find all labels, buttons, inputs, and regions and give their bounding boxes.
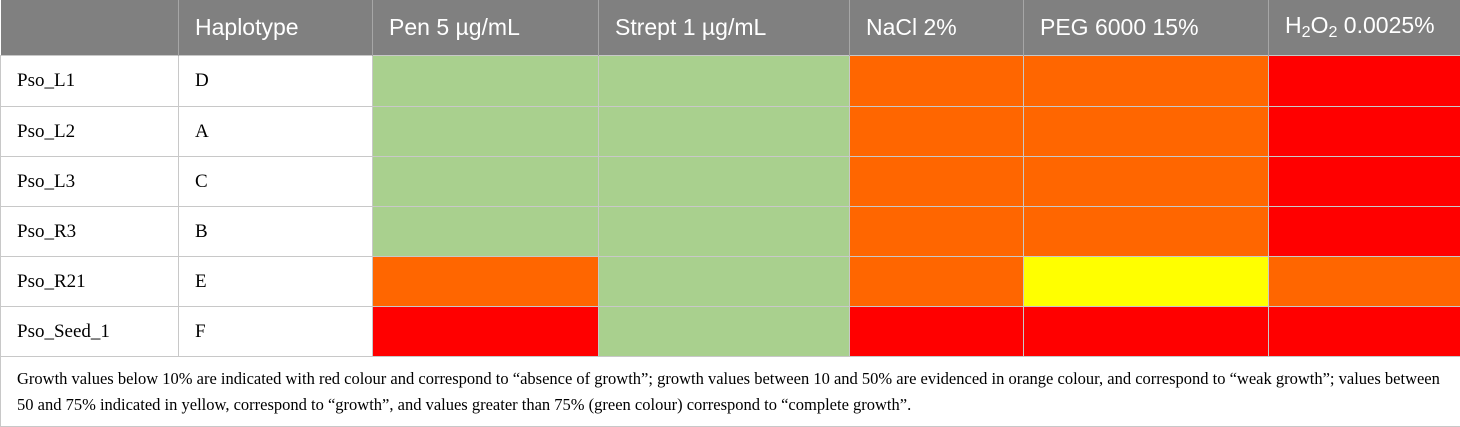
h2o2-o: O xyxy=(1311,12,1329,38)
strain-cell: Pso_R3 xyxy=(1,207,179,257)
peg-result-cell xyxy=(1024,157,1269,207)
haplotype-cell: A xyxy=(179,107,373,157)
nacl-result-cell xyxy=(850,107,1024,157)
peg-result-cell xyxy=(1024,56,1269,107)
pen-result-cell xyxy=(373,307,599,357)
table-row: Pso_L1 D xyxy=(1,56,1460,107)
h2o2-concentration: 0.0025% xyxy=(1337,12,1434,38)
nacl-result-cell xyxy=(850,157,1024,207)
nacl-result-cell xyxy=(850,56,1024,107)
strain-cell: Pso_L1 xyxy=(1,56,179,107)
haplotype-cell: D xyxy=(179,56,373,107)
strain-cell: Pso_L2 xyxy=(1,107,179,157)
header-haplotype: Haplotype xyxy=(179,0,373,56)
header-nacl: NaCl 2% xyxy=(850,0,1024,56)
header-pen: Pen 5 µg/mL xyxy=(373,0,599,56)
strept-result-cell xyxy=(599,56,850,107)
peg-result-cell xyxy=(1024,257,1269,307)
h2o2-result-cell xyxy=(1269,207,1460,257)
h2o2-result-cell xyxy=(1269,56,1460,107)
header-strept: Strept 1 µg/mL xyxy=(599,0,850,56)
header-h2o2: H2O2 0.0025% xyxy=(1269,0,1460,56)
strept-result-cell xyxy=(599,307,850,357)
h2o2-h: H xyxy=(1285,12,1302,38)
h2o2-sub-1: 2 xyxy=(1302,24,1311,42)
h2o2-result-cell xyxy=(1269,157,1460,207)
table-row: Pso_L2 A xyxy=(1,107,1460,157)
header-strain xyxy=(1,0,179,56)
peg-result-cell xyxy=(1024,107,1269,157)
nacl-result-cell xyxy=(850,307,1024,357)
strept-result-cell xyxy=(599,207,850,257)
table-row: Pso_Seed_1 F xyxy=(1,307,1460,357)
table-row: Pso_R3 B xyxy=(1,207,1460,257)
pen-result-cell xyxy=(373,157,599,207)
strept-result-cell xyxy=(599,157,850,207)
strain-cell: Pso_L3 xyxy=(1,157,179,207)
strain-cell: Pso_R21 xyxy=(1,257,179,307)
pen-result-cell xyxy=(373,56,599,107)
haplotype-cell: B xyxy=(179,207,373,257)
nacl-result-cell xyxy=(850,207,1024,257)
pen-result-cell xyxy=(373,107,599,157)
h2o2-result-cell xyxy=(1269,107,1460,157)
header-row: Haplotype Pen 5 µg/mL Strept 1 µg/mL NaC… xyxy=(1,0,1460,56)
peg-result-cell xyxy=(1024,307,1269,357)
footnote-row: Growth values below 10% are indicated wi… xyxy=(1,357,1460,427)
nacl-result-cell xyxy=(850,257,1024,307)
haplotype-cell: C xyxy=(179,157,373,207)
table-footnote: Growth values below 10% are indicated wi… xyxy=(1,357,1460,427)
h2o2-result-cell xyxy=(1269,257,1460,307)
table-row: Pso_R21 E xyxy=(1,257,1460,307)
haplotype-cell: E xyxy=(179,257,373,307)
strept-result-cell xyxy=(599,257,850,307)
pen-result-cell xyxy=(373,207,599,257)
h2o2-result-cell xyxy=(1269,307,1460,357)
table-row: Pso_L3 C xyxy=(1,157,1460,207)
peg-result-cell xyxy=(1024,207,1269,257)
haplotype-cell: F xyxy=(179,307,373,357)
header-peg: PEG 6000 15% xyxy=(1024,0,1269,56)
strept-result-cell xyxy=(599,107,850,157)
strain-cell: Pso_Seed_1 xyxy=(1,307,179,357)
pen-result-cell xyxy=(373,257,599,307)
